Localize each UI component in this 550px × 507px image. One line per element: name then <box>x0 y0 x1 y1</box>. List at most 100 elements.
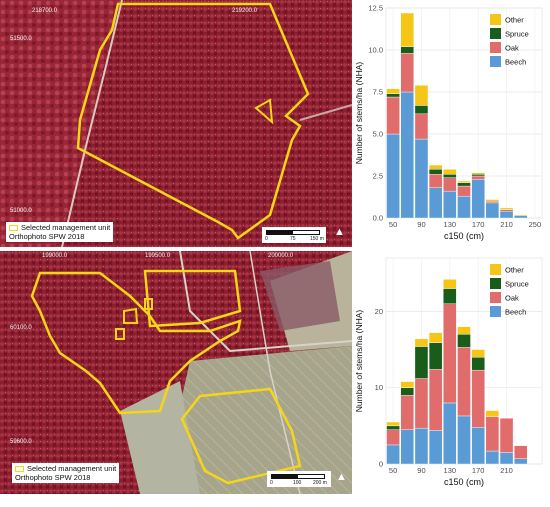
bar-beech <box>400 429 414 465</box>
bottom-unit-islet-boundary <box>115 328 125 340</box>
legend-key-other <box>490 264 501 275</box>
bottom-coord-x2: 199500.0 <box>145 253 171 259</box>
forest-road <box>61 0 123 247</box>
bar-spruce <box>386 425 400 430</box>
bar-oak <box>471 369 485 428</box>
top-coord-y2: 51000.0 <box>10 208 32 214</box>
bar-beech <box>400 91 414 219</box>
bar-spruce <box>457 334 471 348</box>
bottom-coord-y2: 59600.0 <box>10 439 32 445</box>
forest-track <box>299 104 352 121</box>
bar-beech <box>485 202 500 219</box>
bar-other <box>457 326 471 335</box>
bar-other <box>457 180 471 183</box>
legend-label-other: Other <box>505 266 524 275</box>
x-tick-label: 50 <box>389 220 397 229</box>
scale-tick-mid: 75 <box>290 236 296 242</box>
scale-tick-end: 150 m <box>310 236 324 242</box>
x-tick-label: 250 <box>529 220 542 229</box>
bar-other <box>471 349 485 358</box>
y-tick-label: 10.0 <box>368 46 383 55</box>
bar-spruce <box>457 182 471 187</box>
bar-oak <box>400 53 414 93</box>
bottom-diameter-chart: 0 10 20 50 90 130 170 210 c150 (cm) Number of ste… <box>352 250 550 502</box>
bar-beech <box>471 427 485 465</box>
legend-label-beech: Beech <box>505 58 526 67</box>
bar-beech <box>514 215 528 219</box>
agricultural-field <box>120 381 200 494</box>
scale-tick-0: 0 <box>265 236 268 242</box>
bar-oak <box>457 185 471 197</box>
scale-bar-graphic <box>271 474 325 479</box>
bar-spruce <box>386 93 400 98</box>
y-tick-label: 10 <box>375 383 383 392</box>
legend-source-label: Orthophoto SPW 2018 <box>15 473 91 482</box>
bar-beech <box>514 458 528 465</box>
legend-label-beech: Beech <box>505 308 526 317</box>
bottom-orthophoto-map: 199000.0 199500.0 200000.0 60100.0 59600… <box>0 251 352 494</box>
agricultural-field <box>160 346 352 494</box>
y-axis-title: Number of stems/ha (NHA) <box>354 62 364 165</box>
legend-key-other <box>490 14 501 25</box>
bottom-unit-south-boundary <box>180 387 302 485</box>
legend-label-oak: Oak <box>505 294 519 303</box>
bar-oak <box>443 177 457 192</box>
bar-other <box>499 207 514 210</box>
y-tick-label: 5.0 <box>373 130 383 139</box>
bar-oak <box>499 418 514 453</box>
legend-entry-unit: Selected management unit <box>9 223 110 232</box>
top-orthophoto-map: 218700.0 219200.0 51500.0 51000.0 Select… <box>0 0 352 247</box>
legend-key-spruce <box>490 278 501 289</box>
bar-oak <box>428 174 443 188</box>
x-axis-title: c150 (cm) <box>444 231 484 241</box>
bottom-coord-y1: 60100.0 <box>10 325 32 331</box>
bar-other <box>386 421 400 427</box>
y-tick-label: 2.5 <box>373 172 383 181</box>
bottom-unit-islet-boundary <box>144 298 153 310</box>
bar-beech <box>499 211 514 219</box>
scale-bar-graphic <box>266 230 320 235</box>
bar-other <box>414 338 429 347</box>
bar-beech <box>499 452 514 465</box>
bar-beech <box>443 402 457 465</box>
bottom-unit-islet-boundary <box>123 307 139 324</box>
bar-beech <box>386 133 400 219</box>
bar-oak <box>485 200 500 204</box>
bar-beech <box>457 195 471 219</box>
bar-other <box>428 332 443 343</box>
bar-oak <box>499 209 514 212</box>
scale-tick-0: 0 <box>270 480 273 486</box>
legend-label-other: Other <box>505 16 524 25</box>
top-inner-gap-boundary <box>254 98 274 125</box>
scale-tick-end: 200 m <box>313 480 327 486</box>
y-tick-label: 12.5 <box>368 4 383 13</box>
bottom-unit-west-boundary <box>30 271 242 415</box>
x-tick-label: 210 <box>500 466 513 475</box>
bar-other <box>471 172 485 175</box>
top-diameter-chart: 0.0 2.5 5.0 7.5 10.0 12.5 50 90 130 170 210 250 c150… <box>352 0 550 250</box>
bar-beech <box>428 187 443 219</box>
legend-label-spruce: Spruce <box>505 30 529 39</box>
x-tick-label: 130 <box>444 220 457 229</box>
bar-other <box>485 410 500 417</box>
legend-label-spruce: Spruce <box>505 280 529 289</box>
y-tick-label: 0 <box>379 460 383 469</box>
bar-other <box>428 164 443 170</box>
top-coord-x1: 218700.0 <box>32 8 58 14</box>
bottom-unit-north-boundary <box>143 269 242 328</box>
bar-other <box>443 169 457 175</box>
bar-spruce <box>400 46 414 54</box>
legend-label-oak: Oak <box>505 44 519 53</box>
bar-oak <box>514 445 528 459</box>
x-tick-label: 90 <box>417 220 425 229</box>
top-chart-svg: 0.0 2.5 5.0 7.5 10.0 12.5 50 90 130 170 210 250 c150… <box>354 4 543 241</box>
bottom-chart-svg: 0 10 20 50 90 130 170 210 c150 (cm) Number of ste… <box>354 257 543 487</box>
x-tick-label: 210 <box>500 220 513 229</box>
bar-spruce <box>414 346 429 379</box>
top-coord-x2: 219200.0 <box>232 8 258 14</box>
legend-source-label: Orthophoto SPW 2018 <box>9 232 85 241</box>
bar-spruce <box>428 342 443 370</box>
bar-other <box>414 85 429 106</box>
x-tick-label: 170 <box>472 466 485 475</box>
x-axis-title: c150 (cm) <box>444 477 484 487</box>
